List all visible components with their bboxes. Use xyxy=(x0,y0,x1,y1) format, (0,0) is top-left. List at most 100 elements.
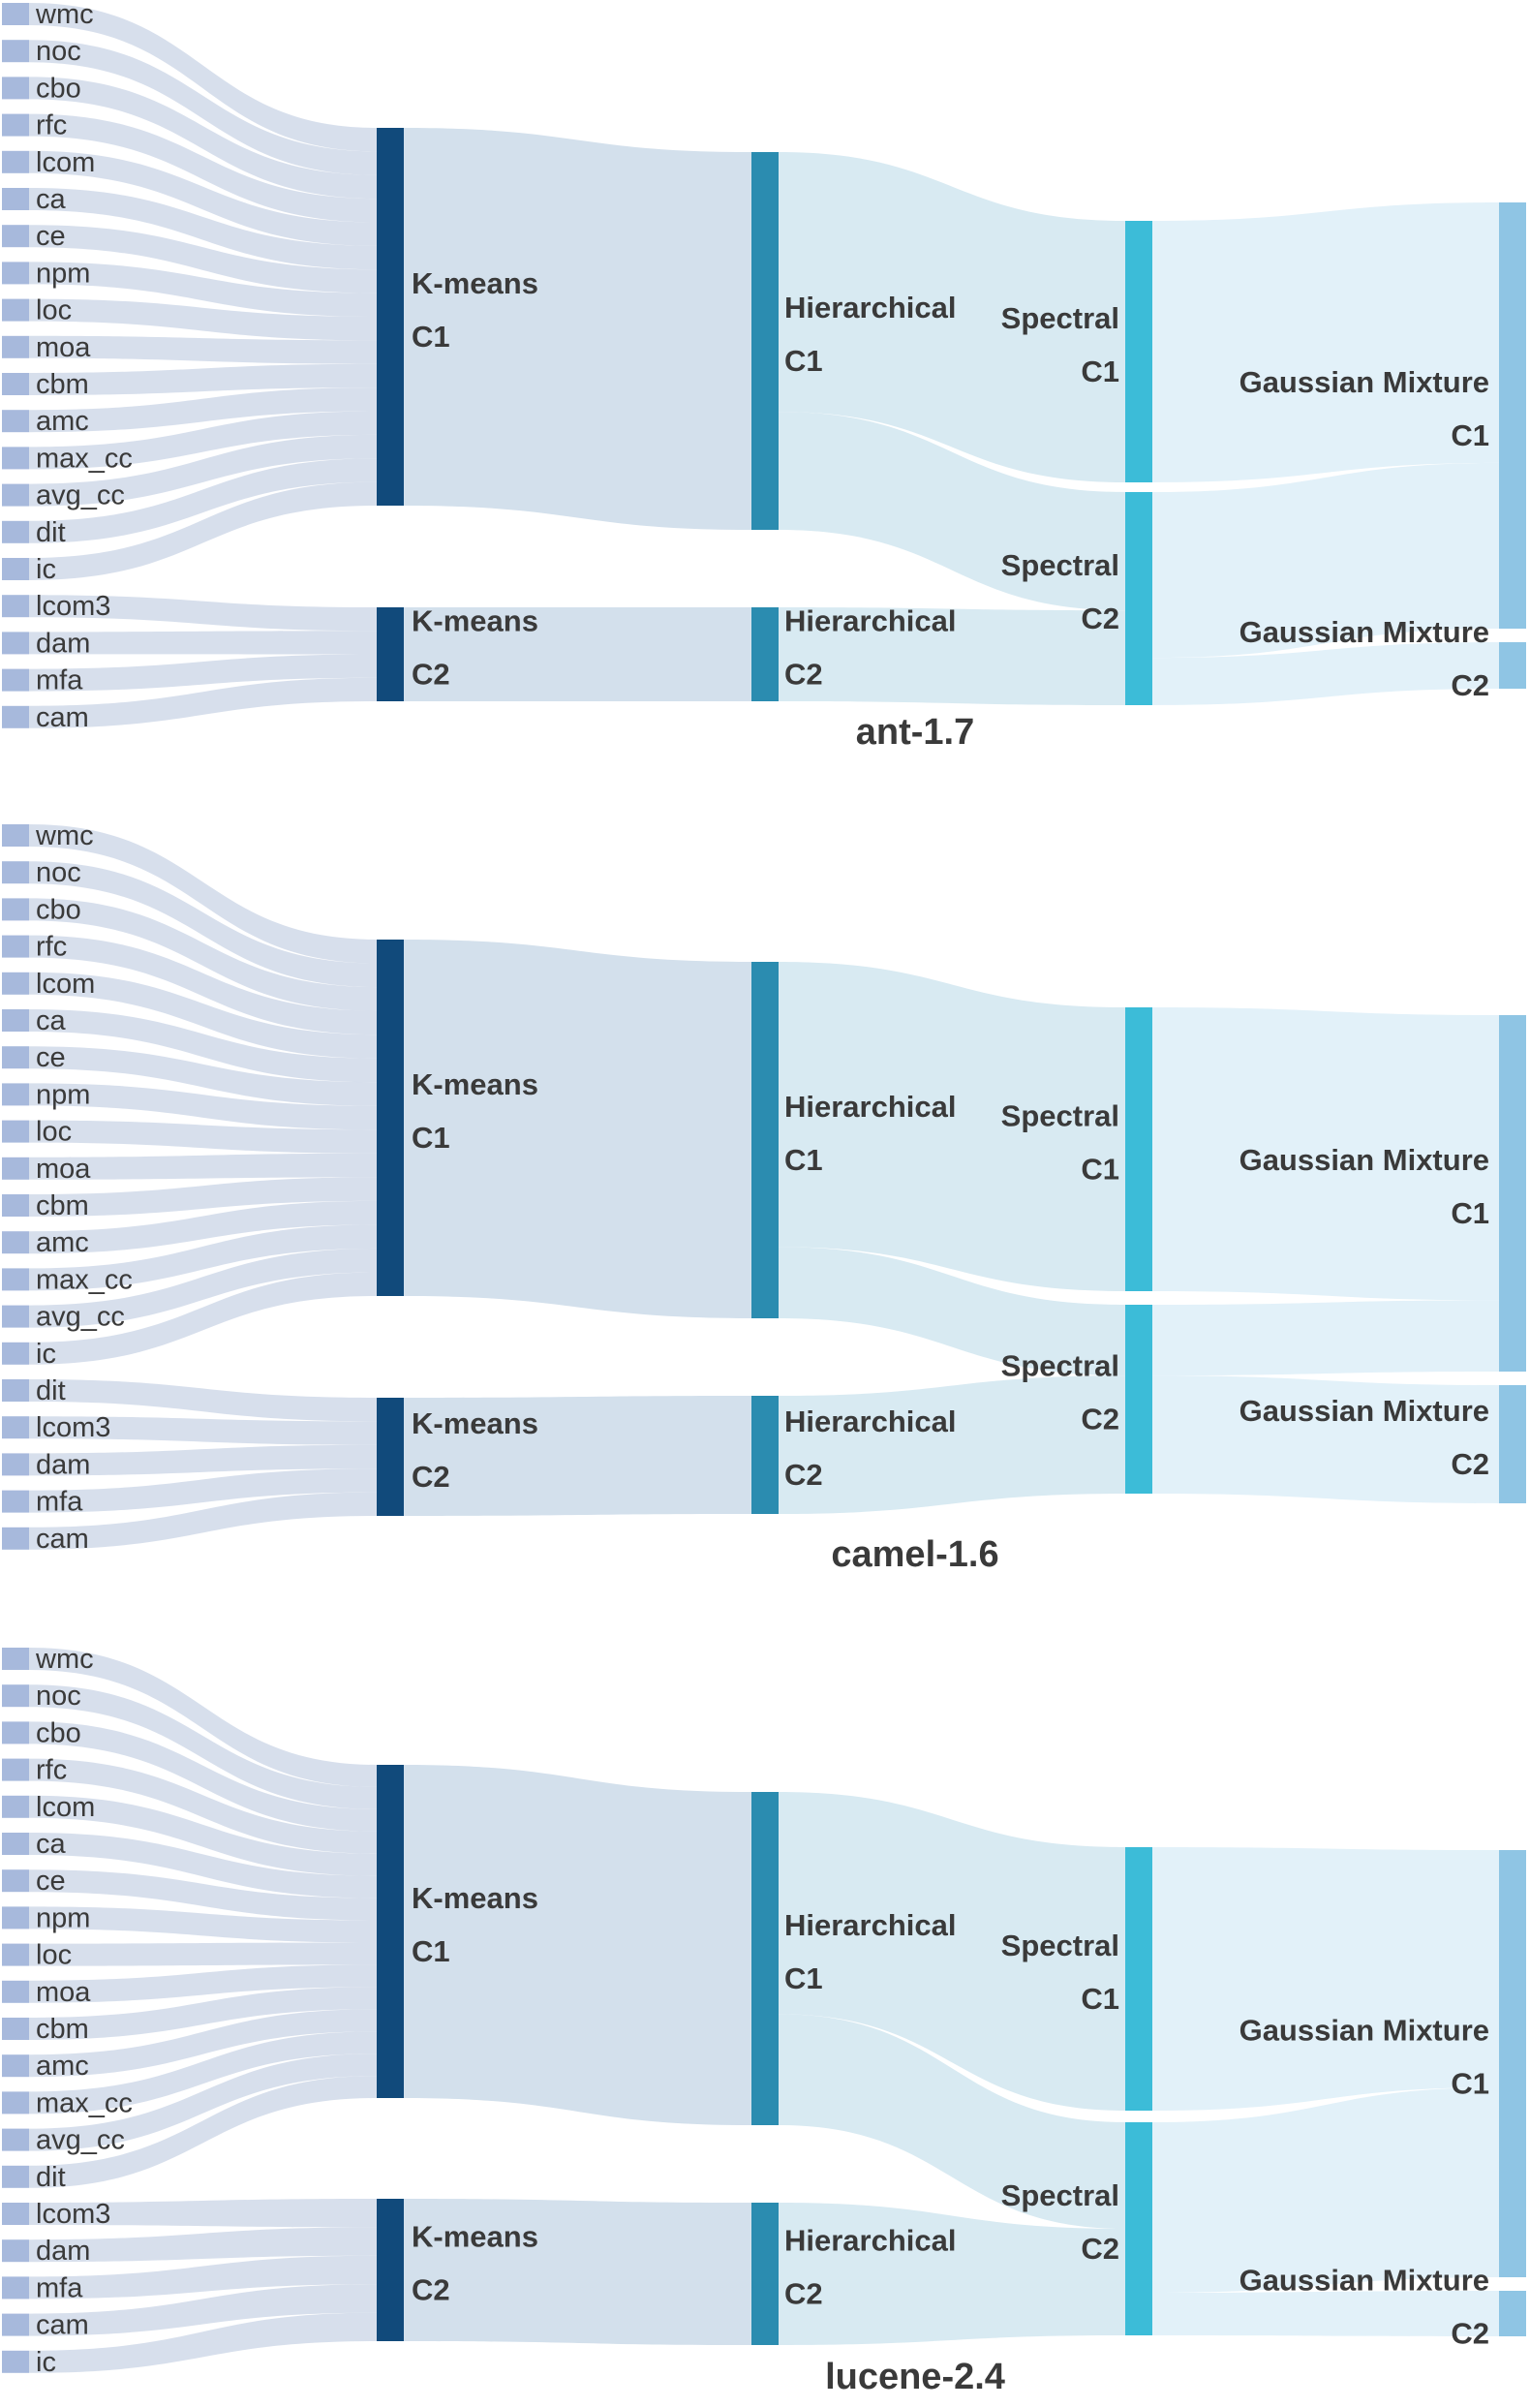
chart-title: ant-1.7 xyxy=(856,712,974,753)
flow-metric-ic xyxy=(29,2312,377,2373)
metric-label: cam xyxy=(36,702,89,733)
node-hierarchical-c2 xyxy=(751,1396,779,1514)
sankey-lucene-2-4: wmc noc cbo rfc lcom ca ce npm loc moa cbm amc max_c… xyxy=(2,1644,1526,2397)
metric-label: dam xyxy=(36,2236,90,2267)
node-kmeans-c1 xyxy=(377,1765,404,2098)
metric-label: dam xyxy=(36,1449,90,1480)
metric-label: dam xyxy=(36,628,90,659)
node-label-kmeans-c1: K-means xyxy=(412,1067,538,1101)
flow-metric-max_cc xyxy=(29,1224,377,1291)
metric-node-loc xyxy=(2,298,29,322)
node-label-hierarchical-c1: Hierarchical xyxy=(784,1090,957,1124)
flow-hier-c2-spectral-c2 xyxy=(779,2203,1125,2345)
flow-metric-rfc xyxy=(29,113,377,223)
flow-metric-npm xyxy=(29,262,377,317)
flow-metric-ca xyxy=(29,1833,377,1899)
flow-spectral-c1-gaussian-c1 xyxy=(1152,202,1499,482)
metric-label: loc xyxy=(36,1117,72,1148)
flow-metric-dit xyxy=(29,2076,377,2188)
flow-metric-noc xyxy=(29,40,377,175)
flow-spectral-c2-gaussian-c2 xyxy=(1152,2291,1499,2336)
metric-label: ca xyxy=(36,184,67,215)
node-gaussian-c1 xyxy=(1499,1850,1526,2277)
flow-kmeans-c1-hier-c1 xyxy=(404,128,751,530)
metric-label: noc xyxy=(36,36,81,67)
cluster-label-kmeans-c1: C1 xyxy=(412,1121,450,1155)
metric-node-cbo xyxy=(2,1721,29,1744)
flow-hier-c1-spectral-c2 xyxy=(779,2014,1125,2229)
metric-node-lcom3 xyxy=(2,595,29,618)
cluster-label-gaussian-c1: C1 xyxy=(1451,418,1489,452)
metric-label: moa xyxy=(36,332,91,363)
node-kmeans-c1 xyxy=(377,940,404,1296)
metric-node-cbo xyxy=(2,898,29,921)
metric-node-noc xyxy=(2,861,29,884)
metric-node-ic xyxy=(2,558,29,580)
node-label-hierarchical-c2: Hierarchical xyxy=(784,604,957,638)
metric-node-ic xyxy=(2,1342,29,1365)
metric-node-cam xyxy=(2,1527,29,1550)
metric-label: dit xyxy=(36,517,66,548)
metric-node-amc xyxy=(2,410,29,433)
metric-node-ic xyxy=(2,2350,29,2373)
metric-label: lcom xyxy=(36,1792,95,1823)
flow-kmeans-c1-hier-c1 xyxy=(404,1765,751,2125)
flow-hier-c1-spectral-c2 xyxy=(779,412,1125,611)
flow-kmeans-c1-hier-c1 xyxy=(404,940,751,1318)
flow-metric-cam xyxy=(29,2284,377,2336)
metric-node-rfc xyxy=(2,935,29,958)
flow-metric-cam xyxy=(29,1492,377,1550)
metric-node-loc xyxy=(2,1120,29,1143)
node-spectral-c2 xyxy=(1125,492,1152,705)
node-kmeans-c2 xyxy=(377,607,404,701)
cluster-label-kmeans-c2: C2 xyxy=(412,658,450,692)
node-hierarchical-c1 xyxy=(751,1792,779,2125)
metric-node-max_cc xyxy=(2,1268,29,1291)
metric-label: noc xyxy=(36,1681,81,1712)
flow-metric-dam xyxy=(29,631,377,655)
node-label-hierarchical-c2: Hierarchical xyxy=(784,2224,957,2258)
node-label-spectral-c1: Spectral xyxy=(1001,1929,1119,1962)
flow-spectral-c2-gaussian-c1 xyxy=(1152,462,1499,659)
flow-kmeans-c2-hier-c2 xyxy=(404,2199,751,2345)
flow-metric-cbm xyxy=(29,363,377,395)
cluster-label-hierarchical-c2: C2 xyxy=(784,658,823,692)
metric-label: ce xyxy=(36,1866,66,1897)
metric-node-amc xyxy=(2,1231,29,1254)
cluster-label-hierarchical-c1: C1 xyxy=(784,1961,823,1995)
metric-label: noc xyxy=(36,857,81,888)
metric-node-npm xyxy=(2,1083,29,1106)
flow-metric-dit xyxy=(29,458,377,543)
node-label-gaussian-c2: Gaussian Mixture xyxy=(1239,615,1489,649)
metric-node-amc xyxy=(2,2054,29,2078)
metric-node-moa xyxy=(2,1980,29,2003)
flow-hier-c1-spectral-c1 xyxy=(779,1792,1125,2111)
metric-label: max_cc xyxy=(36,443,133,474)
node-gaussian-c2 xyxy=(1499,1385,1526,1503)
metric-label: rfc xyxy=(36,1755,67,1786)
metric-label: wmc xyxy=(35,1644,94,1675)
node-hierarchical-c2 xyxy=(751,607,779,701)
metric-node-dam xyxy=(2,2239,29,2263)
metric-node-npm xyxy=(2,1906,29,1929)
metric-label: dit xyxy=(36,1375,66,1406)
metric-label: avg_cc xyxy=(36,2125,125,2156)
metric-label: ce xyxy=(36,1042,66,1073)
node-label-spectral-c2: Spectral xyxy=(1001,548,1119,582)
cluster-label-spectral-c1: C1 xyxy=(1081,355,1119,388)
node-kmeans-c1 xyxy=(377,128,404,506)
metric-node-npm xyxy=(2,262,29,285)
metric-label: lcom xyxy=(36,969,95,1000)
flow-metric-ce xyxy=(29,1869,377,1921)
flow-hier-c2-spectral-c2 xyxy=(779,1375,1125,1514)
metric-node-cbm xyxy=(2,1194,29,1217)
metric-label: cam xyxy=(36,1524,89,1555)
node-label-spectral-c2: Spectral xyxy=(1001,2178,1119,2212)
metric-label: amc xyxy=(36,2051,89,2082)
metric-node-cbo xyxy=(2,77,29,100)
flow-metric-avg_cc xyxy=(29,434,377,507)
metric-node-avg_cc xyxy=(2,2128,29,2151)
flow-metric-ca xyxy=(29,188,377,270)
flow-metric-ca xyxy=(29,1009,377,1083)
metric-label: cam xyxy=(36,2310,89,2341)
